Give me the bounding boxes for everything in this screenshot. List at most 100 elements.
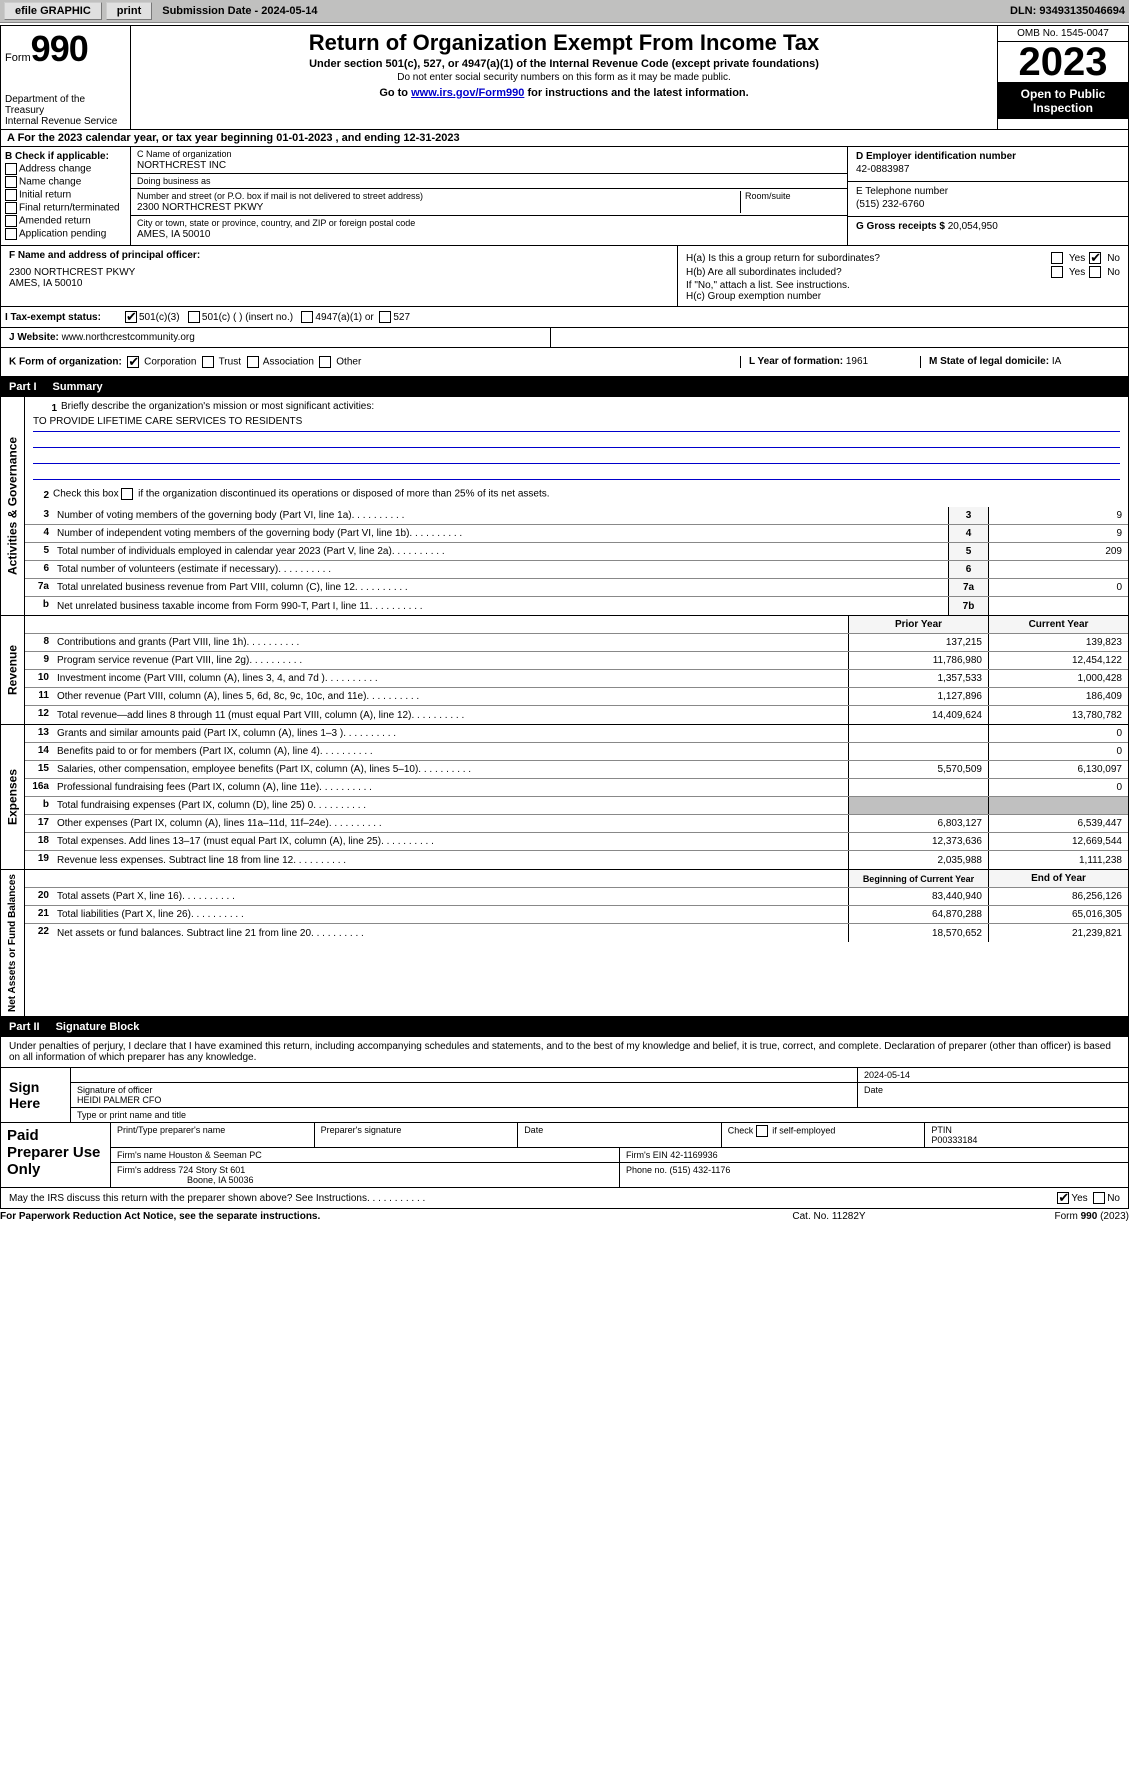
summary-line: 13 Grants and similar amounts paid (Part… bbox=[25, 725, 1128, 743]
tax-year: 2023 bbox=[998, 42, 1128, 83]
ein-label: D Employer identification number bbox=[856, 151, 1120, 162]
summary-line: 22 Net assets or fund balances. Subtract… bbox=[25, 924, 1128, 942]
firm-name: Houston & Seeman PC bbox=[169, 1150, 262, 1160]
paperwork-notice: For Paperwork Reduction Act Notice, see … bbox=[0, 1211, 729, 1222]
efile-button[interactable]: efile GRAPHIC bbox=[4, 2, 102, 20]
tel-label: E Telephone number bbox=[856, 186, 1120, 197]
hb-note: If "No," attach a list. See instructions… bbox=[686, 280, 1120, 291]
summary-line: 18 Total expenses. Add lines 13–17 (must… bbox=[25, 833, 1128, 851]
goto-suffix: for instructions and the latest informat… bbox=[524, 87, 748, 99]
firm-phone: (515) 432-1176 bbox=[670, 1165, 731, 1175]
room-label: Room/suite bbox=[745, 191, 841, 201]
cb-discuss-yes[interactable] bbox=[1057, 1192, 1069, 1204]
form-header: Form990 Department of the Treasury Inter… bbox=[0, 25, 1129, 130]
irs-label: Internal Revenue Service bbox=[5, 116, 126, 127]
summary-line: 6 Total number of volunteers (estimate i… bbox=[25, 561, 1128, 579]
summary-line: 19 Revenue less expenses. Subtract line … bbox=[25, 851, 1128, 869]
sig-officer-label: Signature of officer bbox=[77, 1085, 851, 1095]
summary-line: 5 Total number of individuals employed i… bbox=[25, 543, 1128, 561]
sig-date: 2024-05-14 bbox=[858, 1068, 1128, 1082]
ssn-note: Do not enter social security numbers on … bbox=[139, 72, 989, 83]
officer-label: F Name and address of principal officer: bbox=[9, 250, 669, 261]
year-formation-label: L Year of formation: bbox=[749, 356, 846, 367]
dln-label: DLN: 93493135046694 bbox=[1010, 5, 1125, 17]
summary-line: 9 Program service revenue (Part VIII, li… bbox=[25, 652, 1128, 670]
summary-line: 15 Salaries, other compensation, employe… bbox=[25, 761, 1128, 779]
summary-line: 17 Other expenses (Part IX, column (A), … bbox=[25, 815, 1128, 833]
firm-addr-label: Firm's address bbox=[117, 1165, 178, 1175]
checkbox-amended-return[interactable] bbox=[5, 215, 17, 227]
summary-line: 20 Total assets (Part X, line 16) 83,440… bbox=[25, 888, 1128, 906]
summary-line: b Total fundraising expenses (Part IX, c… bbox=[25, 797, 1128, 815]
prior-year-header: Prior Year bbox=[848, 616, 988, 633]
date-label: Date bbox=[858, 1083, 1128, 1107]
firm-phone-label: Phone no. bbox=[626, 1165, 670, 1175]
year-formation: 1961 bbox=[846, 356, 868, 367]
open-to-public: Open to Public Inspection bbox=[998, 83, 1128, 119]
cb-self-employed[interactable] bbox=[756, 1125, 768, 1137]
ha-yes-checkbox[interactable] bbox=[1051, 252, 1063, 264]
summary-line: 16a Professional fundraising fees (Part … bbox=[25, 779, 1128, 797]
line2-prefix: Check this box bbox=[53, 489, 121, 500]
sig-officer-name: HEIDI PALMER CFO bbox=[77, 1095, 851, 1105]
perjury-declaration: Under penalties of perjury, I declare th… bbox=[0, 1037, 1129, 1068]
cb-4947[interactable] bbox=[301, 311, 313, 323]
firm-addr2: Boone, IA 50036 bbox=[117, 1175, 613, 1185]
domicile-value: IA bbox=[1052, 356, 1061, 367]
officer-addr2: AMES, IA 50010 bbox=[9, 278, 669, 289]
hb-no-checkbox[interactable] bbox=[1089, 266, 1101, 278]
cb-corporation[interactable] bbox=[127, 356, 139, 368]
tax-status-label: I Tax-exempt status: bbox=[5, 312, 125, 323]
firm-ein: 42-1169936 bbox=[670, 1150, 717, 1160]
vlabel-expenses: Expenses bbox=[1, 725, 25, 869]
checkbox-initial-return[interactable] bbox=[5, 189, 17, 201]
firm-addr1: 724 Story St 601 bbox=[178, 1165, 245, 1175]
dba-label: Doing business as bbox=[137, 176, 841, 186]
form-number: 990 bbox=[31, 28, 88, 69]
submission-date: Submission Date - 2024-05-14 bbox=[156, 3, 323, 19]
website-value: www.northcrestcommunity.org bbox=[62, 332, 195, 343]
dept-treasury: Department of the Treasury bbox=[5, 94, 126, 116]
org-name: NORTHCREST INC bbox=[137, 160, 226, 171]
vlabel-net-assets: Net Assets or Fund Balances bbox=[1, 870, 25, 1016]
cb-527[interactable] bbox=[379, 311, 391, 323]
cb-association[interactable] bbox=[247, 356, 259, 368]
summary-line: 10 Investment income (Part VIII, column … bbox=[25, 670, 1128, 688]
current-year-header: Current Year bbox=[988, 616, 1128, 633]
cb-other[interactable] bbox=[319, 356, 331, 368]
ha-no-checkbox[interactable] bbox=[1089, 252, 1101, 264]
checkbox-name-change[interactable] bbox=[5, 176, 17, 188]
checkbox-application-pending[interactable] bbox=[5, 228, 17, 240]
ptin-value: P00333184 bbox=[931, 1135, 1122, 1145]
cb-discuss-no[interactable] bbox=[1093, 1192, 1105, 1204]
form-title: Return of Organization Exempt From Incom… bbox=[139, 30, 989, 56]
firm-ein-label: Firm's EIN bbox=[626, 1150, 670, 1160]
form-word: Form bbox=[5, 52, 31, 64]
irs-link[interactable]: www.irs.gov/Form990 bbox=[411, 87, 524, 99]
checkbox-final-return[interactable] bbox=[5, 202, 17, 214]
print-button[interactable]: print bbox=[106, 2, 152, 20]
paid-preparer-label: Paid Preparer Use Only bbox=[1, 1123, 111, 1187]
ptin-label: PTIN bbox=[931, 1125, 1122, 1135]
summary-line: b Net unrelated business taxable income … bbox=[25, 597, 1128, 615]
gross-value: 20,054,950 bbox=[948, 221, 998, 232]
summary-line: 7a Total unrelated business revenue from… bbox=[25, 579, 1128, 597]
ha-label: H(a) Is this a group return for subordin… bbox=[686, 253, 1047, 264]
cb-trust[interactable] bbox=[202, 356, 214, 368]
prep-sig-label: Preparer's signature bbox=[315, 1123, 519, 1147]
firm-name-label: Firm's name bbox=[117, 1150, 169, 1160]
type-print-label: Type or print name and title bbox=[71, 1108, 1128, 1122]
vlabel-revenue: Revenue bbox=[1, 616, 25, 724]
hb-yes-checkbox[interactable] bbox=[1051, 266, 1063, 278]
toolbar: efile GRAPHIC print Submission Date - 20… bbox=[0, 0, 1129, 23]
checkbox-address-change[interactable] bbox=[5, 163, 17, 175]
website-label: J Website: bbox=[9, 332, 62, 343]
summary-line: 11 Other revenue (Part VIII, column (A),… bbox=[25, 688, 1128, 706]
part2-header: Part II Signature Block bbox=[0, 1017, 1129, 1037]
summary-line: 3 Number of voting members of the govern… bbox=[25, 507, 1128, 525]
section-b-checkboxes: B Check if applicable: Address change Na… bbox=[1, 147, 131, 245]
summary-line: 14 Benefits paid to or for members (Part… bbox=[25, 743, 1128, 761]
cb-501c[interactable] bbox=[188, 311, 200, 323]
cb-501c3[interactable] bbox=[125, 311, 137, 323]
cb-discontinued[interactable] bbox=[121, 488, 133, 500]
